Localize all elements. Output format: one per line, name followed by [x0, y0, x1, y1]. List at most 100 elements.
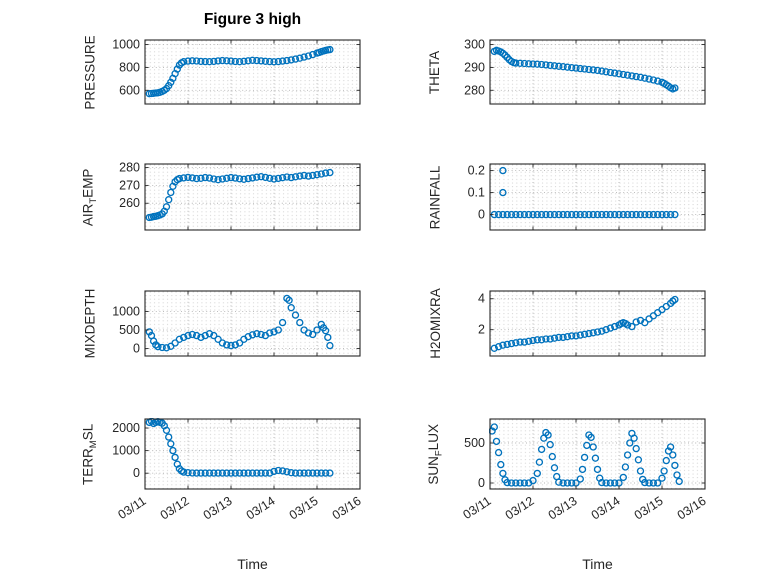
data-point-marker: [649, 479, 658, 487]
data-point-marker: [253, 469, 261, 477]
data-point-marker: [636, 73, 645, 81]
data-point-marker: [494, 448, 503, 457]
data-point-marker: [270, 328, 278, 336]
data-point-marker: [507, 339, 516, 348]
data-point-marker: [278, 318, 287, 327]
y-tick-label: 0: [478, 476, 485, 490]
axes-box: [144, 163, 361, 231]
minor-grid-background: [490, 419, 705, 489]
y-tick-label: 1000: [112, 38, 140, 52]
data-point-marker: [550, 334, 559, 342]
data-point-marker: [240, 175, 248, 183]
data-point-marker: [660, 467, 668, 475]
data-point-marker: [563, 333, 572, 341]
data-point-marker: [542, 61, 550, 69]
data-point-marker: [201, 57, 209, 66]
data-point-marker: [210, 175, 218, 183]
data-point-marker: [235, 339, 244, 347]
data-point-marker: [304, 329, 313, 337]
data-point-marker: [313, 171, 321, 179]
data-point-marker: [546, 61, 554, 70]
data-point-marker: [512, 479, 520, 487]
data-point-marker: [175, 335, 184, 343]
data-point-marker: [641, 478, 649, 487]
data-point-marker: [507, 210, 516, 219]
subplot-airtemp: 260 270 280: [119, 161, 361, 231]
y-label-text: TERR: [80, 447, 96, 485]
data-point-marker: [291, 173, 300, 181]
data-point-marker: [593, 210, 602, 219]
data-point-marker: [578, 465, 587, 474]
data-point-marker: [270, 58, 278, 66]
data-point-marker: [563, 210, 572, 219]
data-point-marker: [606, 68, 615, 77]
data-point-marker: [261, 469, 270, 477]
data-point-marker: [197, 469, 205, 477]
data-point-marker: [261, 57, 270, 65]
data-point-marker: [231, 341, 239, 349]
data-point-marker: [546, 210, 554, 219]
y-label-text: SL: [80, 423, 96, 440]
data-point-marker: [542, 210, 550, 219]
data-point-marker: [326, 469, 334, 477]
y-tick-label: 280: [119, 161, 140, 175]
data-point-marker: [270, 467, 278, 476]
x-tick-label: 03/11: [461, 494, 494, 522]
minor-grid-background: [145, 419, 360, 489]
data-point-marker: [499, 469, 507, 478]
x-tick-label: 03/16: [330, 494, 364, 523]
x-tick-label: 03/15: [287, 494, 321, 523]
data-point-marker: [611, 69, 619, 77]
data-point-marker: [632, 72, 640, 81]
data-point-marker: [671, 295, 679, 304]
data-point-marker: [529, 60, 537, 68]
data-point-marker: [214, 57, 222, 65]
data-point-marker: [184, 469, 192, 477]
data-point-marker: [287, 56, 295, 64]
data-point-marker: [520, 338, 529, 346]
data-point-marker: [180, 333, 188, 342]
data-point-marker: [559, 63, 567, 71]
data-point-marker: [266, 174, 274, 182]
data-point-marker: [291, 311, 300, 319]
data-point-marker: [572, 210, 580, 219]
data-point-marker: [309, 330, 317, 339]
data-point-marker: [326, 45, 334, 54]
data-point-marker: [165, 433, 173, 441]
axes-box: [489, 290, 706, 357]
data-point-marker: [317, 170, 325, 178]
data-point-marker: [525, 210, 533, 219]
data-point-marker: [158, 343, 166, 352]
data-point-marker: [296, 54, 304, 62]
y-tick-label: 0: [133, 466, 140, 480]
y-label-text: SUN: [425, 455, 441, 485]
y-tick-label: 0: [478, 208, 485, 222]
data-point-marker: [636, 210, 645, 219]
y-label-text: THETA: [427, 50, 443, 94]
data-point-marker: [623, 321, 632, 329]
subplot-theta: 280 290 300: [464, 38, 706, 105]
data-point-marker: [611, 210, 619, 219]
data-point-marker: [516, 479, 524, 487]
minor-grid-background: [145, 291, 360, 356]
data-point-marker: [602, 68, 610, 76]
data-point-marker: [278, 174, 287, 182]
scatter-series: [489, 423, 683, 487]
y-axis-label-sunflux: SUNFLUX: [422, 419, 448, 489]
data-point-marker: [296, 318, 304, 327]
data-point-marker: [555, 333, 563, 342]
data-point-marker: [598, 478, 606, 487]
data-point-marker: [180, 468, 188, 476]
data-point-marker: [300, 171, 308, 180]
data-point-marker: [149, 337, 158, 345]
data-point-marker: [503, 210, 511, 219]
data-point-marker: [516, 338, 524, 346]
data-point-marker: [623, 451, 632, 459]
data-point-marker: [218, 469, 227, 477]
data-point-marker: [645, 210, 653, 219]
data-point-marker: [580, 65, 589, 73]
data-point-marker: [499, 188, 507, 197]
y-tick-label: 0.1: [468, 186, 485, 200]
data-point-marker: [593, 66, 602, 75]
data-point-marker: [591, 454, 600, 462]
